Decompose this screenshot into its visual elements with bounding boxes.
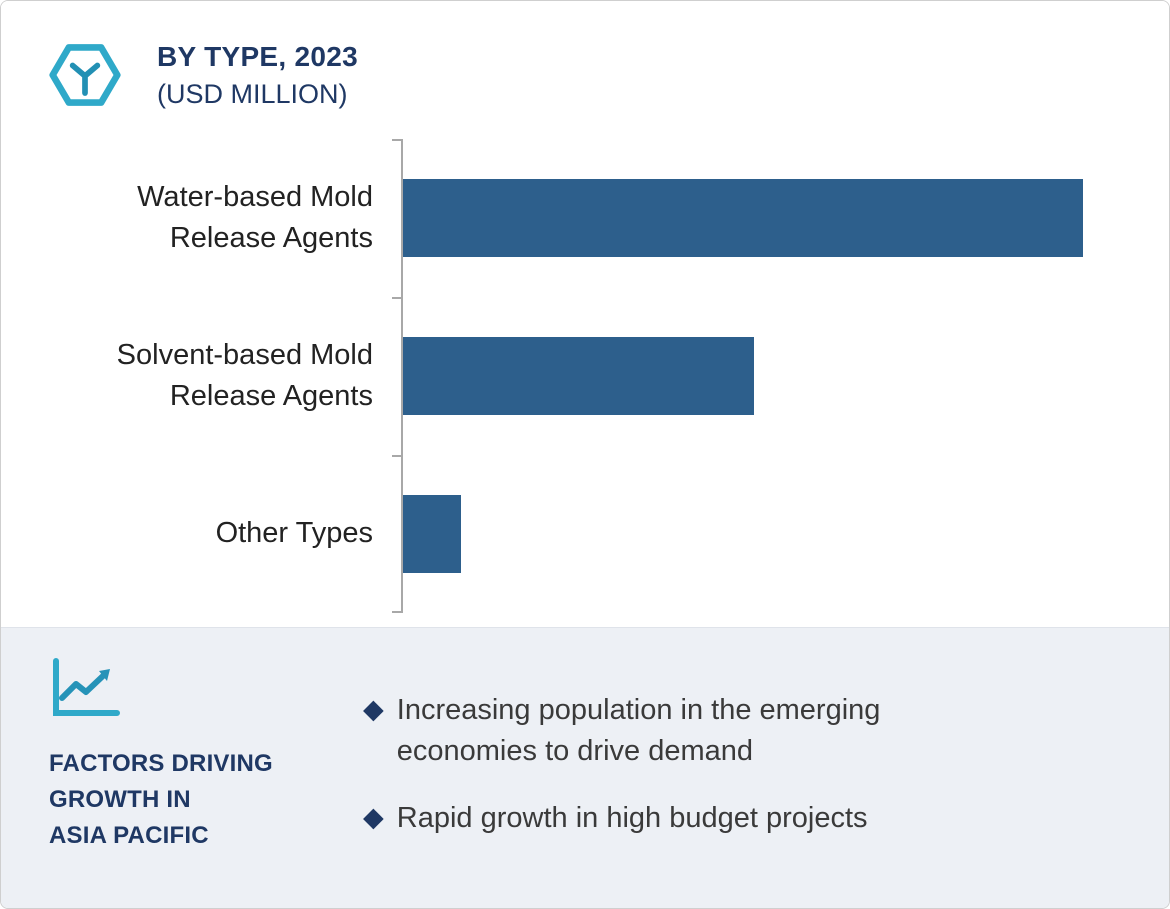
diamond-bullet-icon: ◆ (363, 802, 384, 833)
chart-subtitle: (USD MILLION) (157, 79, 348, 109)
bar-chart: Water-based Mold Release Agents Solvent-… (1, 139, 1169, 613)
chart-title: BY TYPE, 2023 (157, 41, 359, 72)
bar-row (403, 455, 1083, 613)
axis-tick (392, 455, 401, 457)
axis-tick (392, 297, 401, 299)
bar (403, 179, 1083, 257)
category-labels-column: Water-based Mold Release Agents Solvent-… (1, 139, 401, 613)
bullet-text: Increasing population in the emerging ec… (396, 694, 881, 768)
factors-heading: FACTORS DRIVING GROWTH IN ASIA PACIFIC (49, 750, 273, 849)
chart-section: BY TYPE, 2023 (USD MILLION) Water-based … (1, 1, 1169, 627)
bullet-text: Rapid growth in high budget projects (396, 802, 868, 835)
chart-titles: BY TYPE, 2023 (USD MILLION) (157, 37, 358, 110)
plot-area (392, 139, 1169, 613)
diamond-bullet-icon: ◆ (363, 694, 384, 724)
axis-tick (392, 139, 401, 141)
bar (403, 337, 754, 415)
line-chart-icon (53, 658, 120, 716)
factors-left-column: FACTORS DRIVING GROWTH IN ASIA PACIFIC (49, 658, 349, 884)
bullet-item: ◆ Rapid growth in high budget projects (363, 798, 1129, 839)
bullet-item: ◆ Increasing population in the emerging … (363, 690, 1129, 772)
factors-panel: FACTORS DRIVING GROWTH IN ASIA PACIFIC ◆… (1, 627, 1169, 908)
chart-header: BY TYPE, 2023 (USD MILLION) (1, 37, 1169, 113)
hexagon-logo-icon (49, 44, 121, 106)
category-label: Solvent-based Mold Release Agents (116, 338, 373, 412)
factors-bullets: ◆ Increasing population in the emerging … (349, 658, 1129, 884)
bar-row (403, 297, 1083, 455)
category-label: Water-based Mold Release Agents (137, 180, 373, 254)
axis-tick (392, 611, 401, 613)
bar-row (403, 139, 1083, 297)
bar (403, 495, 461, 573)
category-label: Other Types (215, 517, 373, 550)
